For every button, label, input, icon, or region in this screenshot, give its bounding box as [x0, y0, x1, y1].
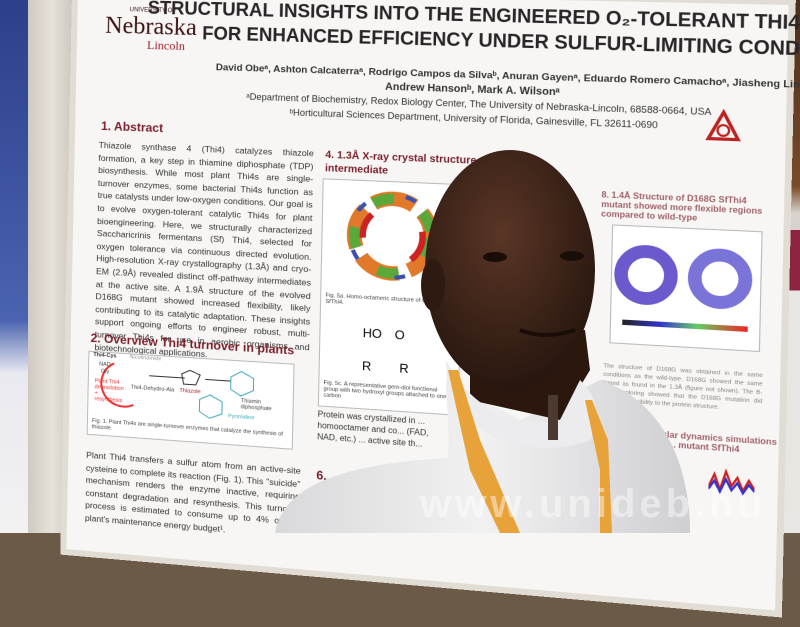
section4-heading-line2: intermediate	[325, 163, 388, 177]
overview-text: Plant Thi4 transfers a sulfur atom from …	[85, 449, 301, 542]
logo-lincoln: Lincoln	[147, 38, 185, 54]
chem-r2: R	[399, 361, 409, 376]
section8-text: The structure of D168G was obtained in t…	[602, 362, 763, 415]
chem-r1: R	[362, 359, 372, 374]
figure-5c-caption: Fig. 5c. A representative gem-diol funct…	[323, 380, 451, 407]
figure-bfactor-panel	[609, 224, 762, 352]
figure-1-turnover-diagram: Thi4-Cys Nicotinamide NAD Gly Plant Thi4…	[87, 351, 295, 450]
figure-5-panel: Fig. 5a. Homo-octameric structure of wil…	[318, 178, 464, 416]
label-gly: Gly	[101, 369, 109, 376]
protein-structure-image-icon	[328, 184, 458, 294]
redox-center-logo-icon	[705, 108, 743, 146]
abstract-heading: 1. Abstract	[101, 119, 163, 135]
chem-ho: HO	[363, 326, 382, 342]
label-degradation: Plant Thi4 degradation + resynthesis	[94, 378, 125, 404]
section9-heading: ...lecular dynamics simulations of the .…	[641, 428, 779, 457]
figure-5a-caption: Fig. 5a. Homo-octameric structure of wil…	[325, 293, 453, 313]
watermark: www.unideb.hu	[420, 482, 766, 527]
chem-o: O	[395, 328, 405, 343]
bfactor-structures-icon	[611, 226, 762, 341]
label-nad: NAD	[99, 361, 111, 368]
adjacent-poster	[0, 0, 30, 533]
section6-heading: 6.	[316, 468, 327, 483]
section8-heading: 8. 1.4Å Structure of D168G SfThi4 mutant…	[601, 190, 773, 226]
section4-text: Protein was crystallized in ... homoocta…	[317, 408, 437, 450]
